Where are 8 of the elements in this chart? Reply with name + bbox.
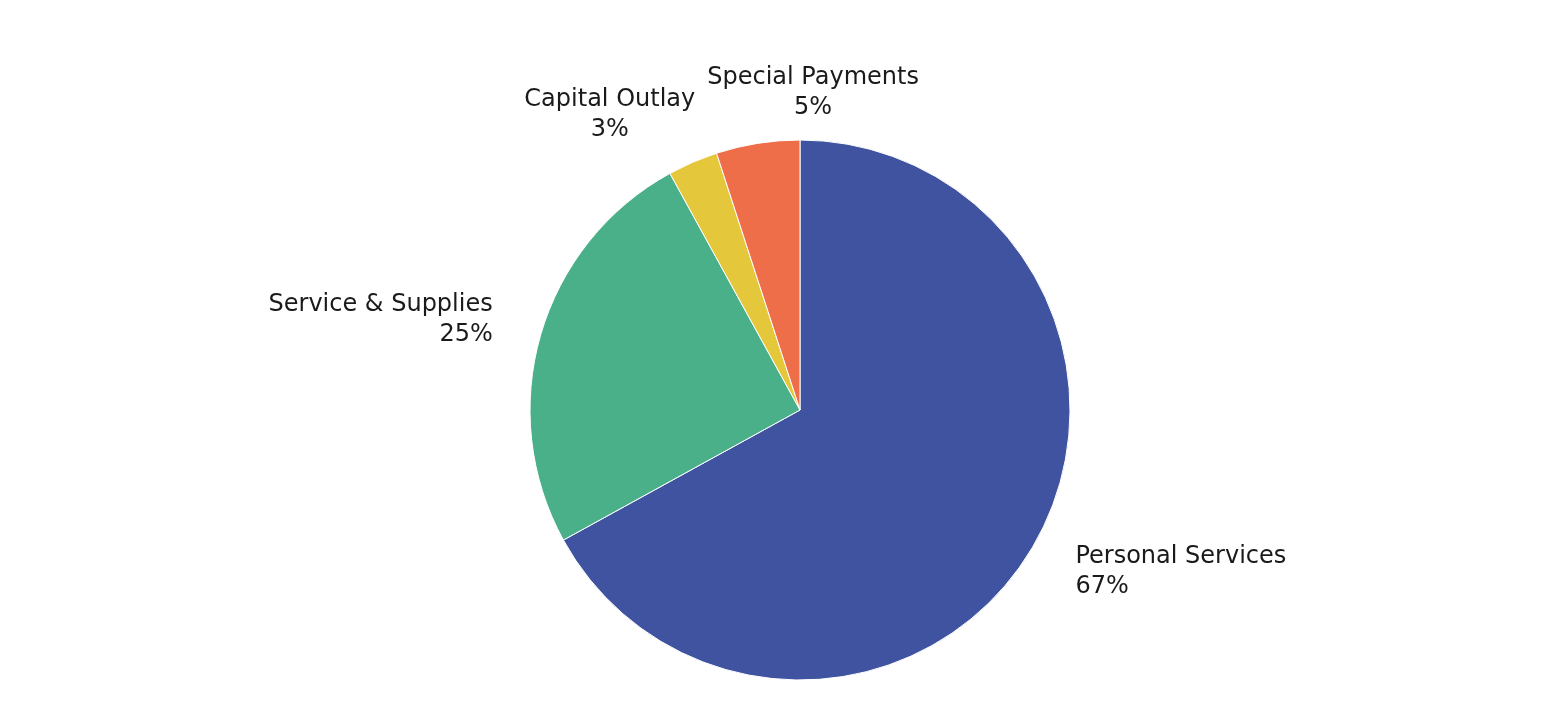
slice-label: Capital Outlay xyxy=(524,84,696,113)
slice-label: Personal Services xyxy=(1075,540,1287,569)
data-label: 5% xyxy=(794,91,833,120)
data-label: 3% xyxy=(590,114,629,143)
slice-label: Service & Supplies xyxy=(268,288,493,317)
data-label: 25% xyxy=(439,318,493,347)
slice-label: Special Payments xyxy=(707,61,919,90)
data-label: 67% xyxy=(1075,570,1129,599)
